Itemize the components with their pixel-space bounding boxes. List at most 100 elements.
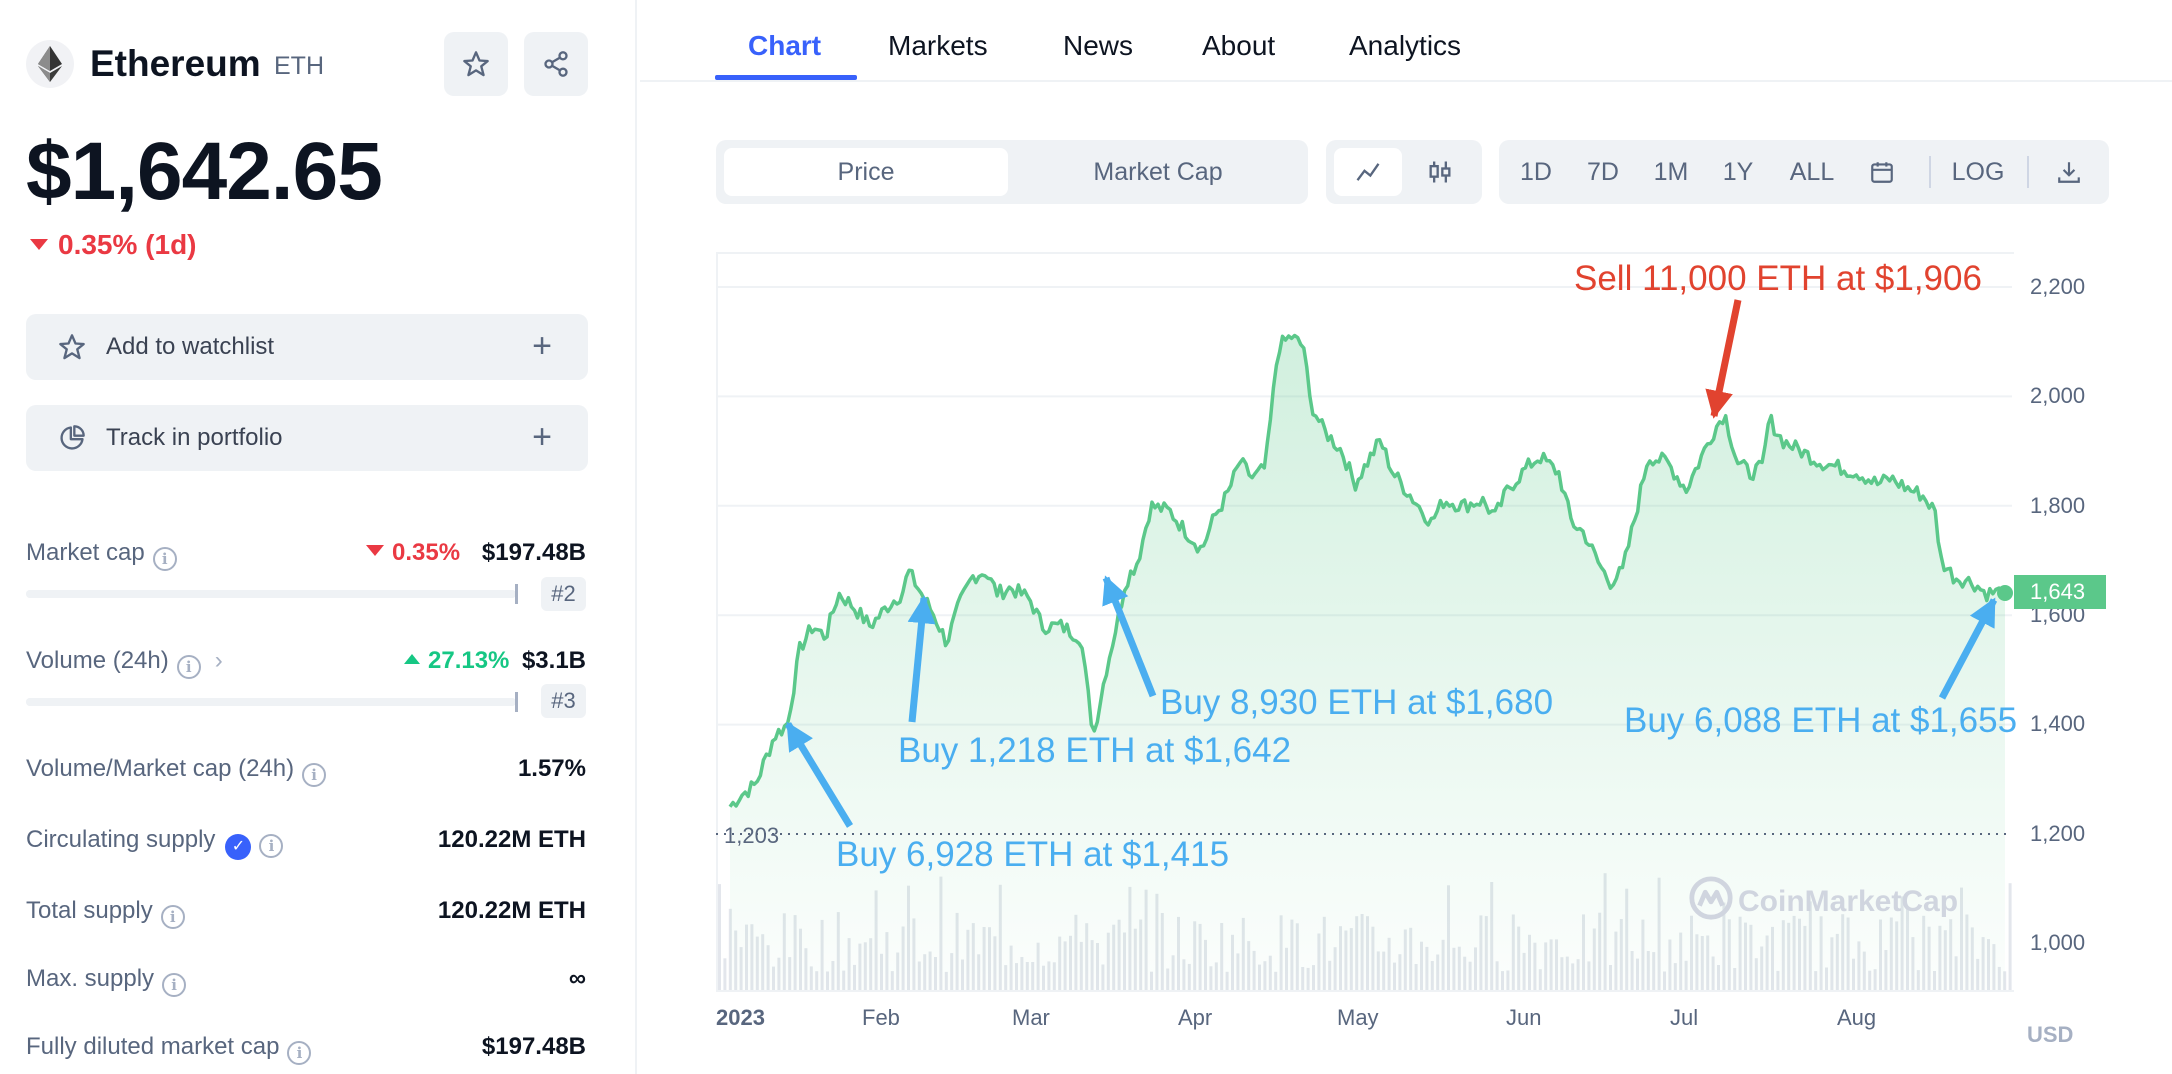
x-axis-tick: Jul (1670, 1005, 1699, 1030)
caret-up-icon (404, 654, 420, 664)
x-axis-tick: Aug (1837, 1005, 1877, 1030)
price-toggle-button[interactable]: Price (724, 148, 1008, 196)
tab-analytics[interactable]: Analytics (1349, 30, 1462, 61)
info-icon[interactable]: i (152, 547, 177, 571)
log-scale-button[interactable]: LOG (1951, 158, 2005, 186)
watchlist-star-button[interactable] (444, 32, 508, 96)
active-tab-indicator (715, 75, 857, 80)
x-axis-tick: Jun (1506, 1005, 1542, 1030)
track-in-portfolio-label: Track in portfolio (106, 424, 283, 451)
coin-symbol: ETH (274, 52, 324, 80)
price-chart-area[interactable] (716, 252, 2014, 992)
min-price-label: 1,203 (724, 823, 780, 848)
progress-marker (515, 584, 518, 604)
range-1d-button[interactable]: 1D (1520, 158, 1552, 186)
candlestick-icon (1429, 161, 1451, 183)
price-change-1d: 0.35% (1d) (30, 228, 197, 262)
price-area (730, 335, 2005, 990)
market-cap-change: 0.35% (366, 536, 460, 570)
download-icon (2058, 162, 2080, 183)
buy-arrow (1938, 597, 1998, 700)
candlestick-button[interactable] (1406, 148, 1474, 196)
market-cap-toggle-button[interactable]: Market Cap (1093, 158, 1223, 186)
x-axis-tick: May (1337, 1005, 1379, 1030)
buy-arrow (1102, 575, 1157, 698)
calendar-icon (1871, 162, 1893, 183)
y-axis-tick: 1,000 (2030, 930, 2086, 955)
max-supply-label: Max. supply i (26, 962, 187, 997)
star-icon (463, 51, 489, 77)
x-axis-tick: 2023 (716, 1005, 765, 1030)
vol-mcap-value: 1.57% (517, 755, 586, 782)
toolbar-divider (2027, 156, 2029, 188)
trade-annotation: Sell 11,000 ETH at $1,906 (1574, 259, 1982, 298)
buy-arrow (907, 595, 936, 723)
progress-marker (515, 692, 518, 712)
volume-progress-fill (26, 698, 516, 706)
volume-bar (723, 958, 727, 990)
circulating-supply-value: 120.22M ETH (437, 826, 586, 853)
volume-rank: #3 (541, 684, 586, 718)
range-1y-button[interactable]: 1Y (1722, 158, 1754, 186)
info-icon[interactable]: i (259, 834, 284, 858)
vol-mcap-label: Volume/Market cap (24h) i (26, 752, 327, 787)
download-button[interactable] (2044, 148, 2094, 196)
track-in-portfolio-button[interactable]: Track in portfolio + (26, 405, 588, 471)
info-icon[interactable]: i (162, 973, 187, 997)
x-axis-tick: Apr (1178, 1005, 1213, 1030)
range-1m-button[interactable]: 1M (1653, 158, 1689, 186)
total-supply-label: Total supply i (26, 894, 185, 929)
share-button[interactable] (524, 32, 588, 96)
verified-check-icon: ✓ (225, 834, 252, 860)
y-axis-tick: 1,200 (2030, 821, 2086, 846)
chart-type-toggle (1326, 140, 1482, 204)
fdmc-label: Fully diluted market cap i (26, 1030, 312, 1065)
trade-annotation: Buy 6,088 ETH at $1,655 (1624, 701, 2018, 740)
info-icon[interactable]: i (287, 1041, 312, 1065)
plus-icon: + (532, 418, 552, 456)
buy-arrow (785, 721, 853, 828)
coin-tabs: Chart Markets News About Analytics (640, 0, 2172, 82)
range-all-button[interactable]: ALL (1789, 158, 1835, 186)
volume-value: $3.1B (521, 647, 586, 674)
total-supply-value: 120.22M ETH (437, 897, 586, 924)
range-7d-button[interactable]: 7D (1587, 158, 1619, 186)
coin-info-panel: Ethereum ETH $1,642.65 0.35% (1d) Add to… (0, 0, 637, 1074)
market-cap-rank: #2 (541, 577, 586, 611)
add-to-watchlist-label: Add to watchlist (106, 333, 275, 360)
caret-down-icon (30, 239, 48, 250)
tab-news[interactable]: News (1063, 30, 1134, 61)
tab-about[interactable]: About (1202, 30, 1276, 61)
current-price-tag: 1,643 (2014, 575, 2106, 609)
tab-chart[interactable]: Chart (748, 30, 822, 61)
circulating-supply-label: Circulating supply ✓ i (26, 823, 284, 860)
current-price-dot (1997, 585, 2013, 601)
y-axis-tick: 2,000 (2030, 383, 2086, 408)
volume-bar (718, 884, 721, 990)
trade-annotation: Buy 6,928 ETH at $1,415 (836, 835, 1230, 874)
range-toolbar: 1D 7D 1M 1Y ALL LOG (1499, 140, 2109, 204)
y-axis-tick: 1,400 (2030, 711, 2086, 736)
toolbar-divider (1929, 156, 1931, 188)
line-chart-icon (1356, 163, 1380, 181)
ethereum-logo-icon (26, 40, 74, 88)
x-axis-tick: Feb (862, 1005, 900, 1030)
plus-icon: + (532, 327, 552, 365)
info-icon[interactable]: i (160, 905, 185, 929)
line-chart-button[interactable] (1334, 148, 1402, 196)
chevron-right-icon[interactable]: › (214, 647, 223, 674)
price-mcap-toggle: Price Market Cap (716, 140, 1308, 204)
trade-annotation: Buy 8,930 ETH at $1,680 (1160, 683, 1554, 722)
tab-markets[interactable]: Markets (888, 30, 988, 61)
coinmarketcap-watermark: CoinMarketCap (1688, 875, 1958, 921)
add-to-watchlist-button[interactable]: Add to watchlist + (26, 314, 588, 380)
info-icon[interactable]: i (176, 655, 201, 679)
trade-annotation: Buy 1,218 ETH at $1,642 (898, 731, 1292, 770)
x-axis-tick: Mar (1012, 1005, 1050, 1030)
date-range-button[interactable] (1857, 148, 1907, 196)
max-supply-value: ∞ (568, 965, 586, 992)
coin-name: Ethereum (90, 43, 261, 84)
price-line (728, 333, 2007, 808)
info-icon[interactable]: i (302, 763, 327, 787)
